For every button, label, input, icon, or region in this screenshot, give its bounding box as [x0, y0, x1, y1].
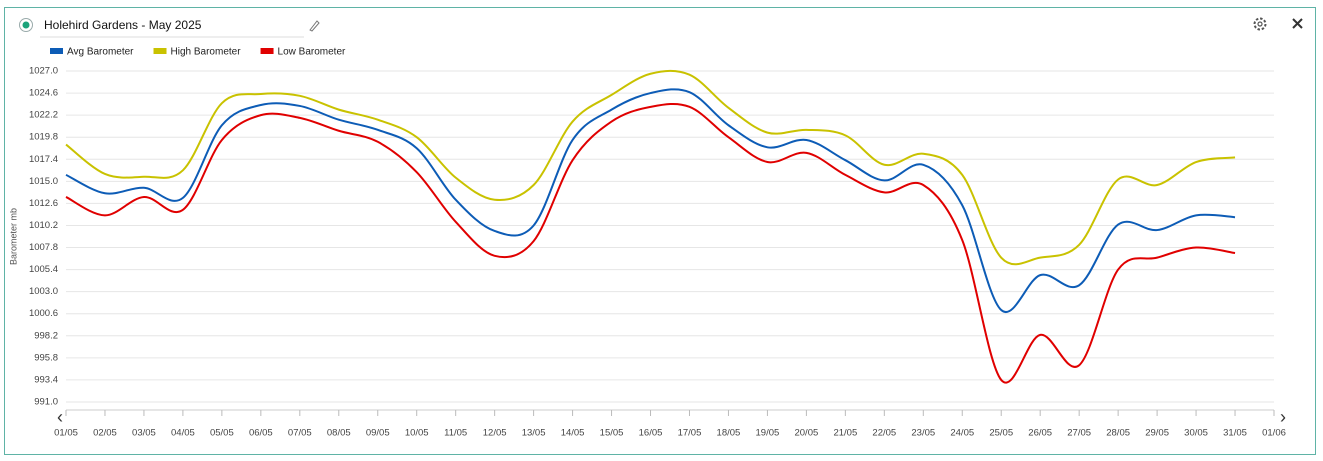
x-tick-label: 14/05: [561, 428, 585, 439]
x-tick-label: 19/05: [756, 428, 780, 439]
close-icon[interactable]: [1292, 18, 1303, 29]
x-tick-label: 29/05: [1145, 428, 1169, 439]
y-tick-label: 995.8: [34, 352, 58, 363]
x-tick-label: 10/05: [405, 428, 429, 439]
scroll-left[interactable]: ‹: [57, 407, 63, 427]
y-tick-label: 1007.8: [29, 242, 58, 253]
x-tick-label: 06/05: [249, 428, 273, 439]
x-tick-label: 26/05: [1028, 428, 1052, 439]
legend-swatch: [153, 48, 167, 54]
x-tick-label: 22/05: [872, 428, 896, 439]
series-line: [65, 69, 1236, 266]
y-tick-label: 1010.2: [29, 220, 58, 231]
x-tick-label: 27/05: [1067, 428, 1091, 439]
x-tick-label: 16/05: [639, 428, 663, 439]
x-tick-label: 15/05: [600, 428, 624, 439]
y-tick-label: 1022.2: [29, 110, 58, 121]
x-tick-label: 03/05: [132, 428, 156, 439]
y-tick-label: 993.4: [34, 374, 58, 385]
chart-title: Holehird Gardens - May 2025: [44, 18, 202, 32]
y-tick-label: 1017.4: [29, 154, 58, 165]
x-tick-label: 07/05: [288, 428, 312, 439]
y-tick-label: 1003.0: [29, 286, 58, 297]
y-tick-label: 998.2: [34, 330, 58, 341]
x-tick-label: 18/05: [717, 428, 741, 439]
x-tick-label: 11/05: [444, 428, 467, 439]
x-tick-label: 24/05: [950, 428, 974, 439]
legend-swatch: [50, 48, 63, 54]
y-tick-label: 1019.8: [29, 132, 58, 143]
y-tick-label: 1012.6: [29, 198, 58, 209]
y-tick-label: 1015.0: [29, 176, 58, 187]
x-tick-label: 01/06: [1262, 428, 1286, 439]
x-tick-label: 05/05: [210, 428, 234, 439]
x-tick-label: 09/05: [366, 428, 390, 439]
x-tick-label: 20/05: [794, 428, 818, 439]
legend-label: High Barometer: [171, 47, 242, 58]
y-tick-label: 991.0: [34, 397, 58, 408]
x-tick-label: 12/05: [483, 428, 507, 439]
y-tick-label: 1005.4: [29, 264, 58, 275]
x-tick-label: 01/05: [54, 428, 78, 439]
y-tick-label: 1024.6: [29, 88, 58, 99]
x-tick-label: 25/05: [989, 428, 1013, 439]
y-axis-label: Barometer mb: [8, 208, 18, 265]
status-dot: [22, 21, 30, 29]
legend-label: Low Barometer: [278, 47, 346, 58]
x-tick-label: 30/05: [1184, 428, 1208, 439]
x-tick-label: 08/05: [327, 428, 351, 439]
y-tick-label: 1000.6: [29, 308, 58, 319]
x-tick-label: 28/05: [1106, 428, 1130, 439]
x-tick-label: 02/05: [93, 428, 117, 439]
settings-icon[interactable]: [1253, 17, 1267, 31]
legend-swatch: [260, 48, 274, 54]
x-tick-label: 17/05: [678, 428, 702, 439]
x-tick-label: 21/05: [833, 428, 857, 439]
series-line: [65, 102, 1236, 384]
x-tick-label: 04/05: [171, 428, 195, 439]
y-tick-label: 1027.0: [29, 66, 58, 77]
x-tick-label: 23/05: [911, 428, 935, 439]
edit-icon[interactable]: [309, 20, 320, 32]
series-line: [65, 88, 1236, 314]
x-tick-label: 13/05: [522, 428, 546, 439]
scroll-right[interactable]: ›: [1280, 407, 1286, 427]
legend-label: Avg Barometer: [67, 47, 134, 58]
x-tick-label: 31/05: [1223, 428, 1247, 439]
